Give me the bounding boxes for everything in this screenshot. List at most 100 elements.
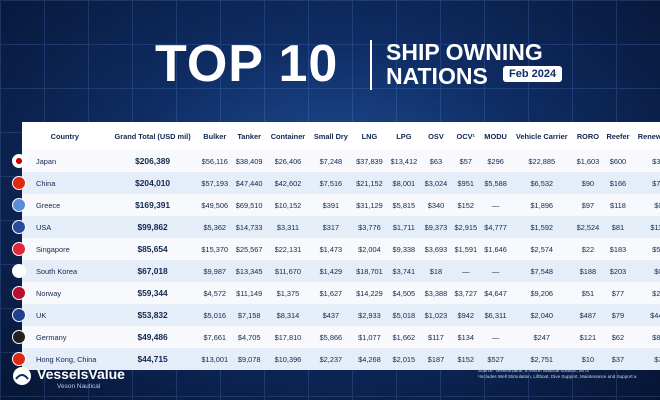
column-header: Small Dry — [309, 122, 353, 150]
value-cell: $71 — [633, 172, 660, 194]
logo: VesselsValue Veson Nautical — [12, 366, 125, 391]
value-cell: $37,839 — [352, 150, 387, 172]
value-cell: $3,776 — [352, 216, 387, 238]
value-cell: $47,440 — [231, 172, 267, 194]
value-cell: $90 — [573, 172, 603, 194]
value-cell: $169,391 — [107, 194, 198, 216]
value-cell: $5,362 — [197, 216, 232, 238]
value-cell: $4,647 — [480, 282, 511, 304]
footnotes: Source: VesselsValue, a Veson Nautical s… — [478, 368, 637, 380]
value-cell: $22 — [573, 238, 603, 260]
value-cell: $9,206 — [510, 282, 573, 304]
value-cell: $0 — [633, 194, 660, 216]
column-header: RORO — [573, 122, 603, 150]
value-cell: $121 — [573, 326, 603, 348]
value-cell: $21,152 — [352, 172, 387, 194]
value-cell: $4,268 — [352, 348, 387, 370]
flag-icon — [12, 198, 26, 212]
country-cell: Greece — [22, 194, 108, 216]
value-cell: $166 — [602, 172, 634, 194]
table-row: Germany $49,486 $7,661 $4,705 $17,810 $5,866 $… — [22, 326, 660, 348]
value-cell: $115 — [633, 216, 660, 238]
value-cell: $1,473 — [309, 238, 353, 260]
flag-icon — [12, 176, 26, 190]
value-cell: $1,592 — [510, 216, 573, 238]
value-cell: $2,524 — [573, 216, 603, 238]
value-cell: $1,711 — [386, 216, 422, 238]
value-cell: $9,987 — [197, 260, 232, 282]
value-cell: $5,018 — [386, 304, 422, 326]
value-cell: $9,338 — [386, 238, 422, 260]
value-cell: $22,131 — [266, 238, 310, 260]
value-cell: $7,248 — [309, 150, 353, 172]
value-cell: $38,409 — [231, 150, 267, 172]
value-cell: $13,001 — [197, 348, 232, 370]
value-cell: $22,885 — [510, 150, 573, 172]
flag-icon — [12, 286, 26, 300]
value-cell: $6,532 — [510, 172, 573, 194]
value-cell: $97 — [573, 194, 603, 216]
column-header: Container — [266, 122, 310, 150]
value-cell: $6,311 — [480, 304, 511, 326]
value-cell: — — [450, 260, 481, 282]
value-cell: $79 — [602, 304, 634, 326]
value-cell: $7,661 — [197, 326, 232, 348]
value-cell: $53,832 — [107, 304, 198, 326]
column-header: Tanker — [231, 122, 267, 150]
column-header: LNG — [352, 122, 387, 150]
value-cell: $2,004 — [352, 238, 387, 260]
value-cell: $1,646 — [480, 238, 511, 260]
flag-icon — [12, 242, 26, 256]
value-cell: $4,572 — [197, 282, 232, 304]
flag-icon — [12, 264, 26, 278]
value-cell: $11,149 — [231, 282, 267, 304]
value-cell: $206,389 — [107, 150, 198, 172]
table-row: China $204,010 $57,193 $47,440 $42,602 $7,516… — [22, 172, 660, 194]
value-cell: $391 — [309, 194, 353, 216]
value-cell: $9,078 — [231, 348, 267, 370]
value-cell: $188 — [573, 260, 603, 282]
value-cell: $5,588 — [480, 172, 511, 194]
value-cell: $18 — [421, 260, 451, 282]
value-cell: $4,705 — [231, 326, 267, 348]
value-cell: $11,670 — [266, 260, 310, 282]
value-cell: $26,406 — [266, 150, 310, 172]
value-cell: $10,396 — [266, 348, 310, 370]
value-cell: $8,314 — [266, 304, 310, 326]
table-row: Hong Kong, China $44,715 $13,001 $9,078 $10,… — [22, 348, 660, 370]
value-cell: $2,915 — [450, 216, 481, 238]
value-cell: $4,777 — [480, 216, 511, 238]
value-cell: $59,344 — [107, 282, 198, 304]
value-cell: $117 — [421, 326, 451, 348]
value-cell: $7,548 — [510, 260, 573, 282]
value-cell: $1,429 — [309, 260, 353, 282]
value-cell: $62 — [602, 326, 634, 348]
value-cell: $1,662 — [386, 326, 422, 348]
subtitle-line: SHIP OWNING — [386, 39, 543, 65]
column-header: Vehicle Carrier — [510, 122, 573, 150]
logo-text: VesselsValue — [37, 366, 125, 382]
value-cell: $10,152 — [266, 194, 310, 216]
table-row: Norway $59,344 $4,572 $11,149 $1,375 $1,627 $1… — [22, 282, 660, 304]
value-cell: $3,388 — [421, 282, 451, 304]
value-cell: $5,815 — [386, 194, 422, 216]
value-cell: $134 — [450, 326, 481, 348]
value-cell: $30 — [633, 150, 660, 172]
value-cell: $437 — [309, 304, 353, 326]
value-cell: $77 — [602, 282, 634, 304]
value-cell: $1,077 — [352, 326, 387, 348]
value-cell: $37 — [602, 348, 634, 370]
value-cell: $81 — [602, 216, 634, 238]
note: ¹Includes Well Stimulation, Liftboat, Di… — [478, 374, 637, 379]
value-cell: $18,701 — [352, 260, 387, 282]
value-cell: $3,311 — [266, 216, 310, 238]
value-cell: $487 — [573, 304, 603, 326]
value-cell: — — [480, 326, 511, 348]
value-cell: $49,486 — [107, 326, 198, 348]
value-cell: $57,193 — [197, 172, 232, 194]
title: TOP 10 — [155, 35, 339, 93]
column-header: Bulker — [197, 122, 232, 150]
value-cell: $2,933 — [352, 304, 387, 326]
column-header: OCV¹ — [450, 122, 481, 150]
value-cell: $446 — [633, 304, 660, 326]
